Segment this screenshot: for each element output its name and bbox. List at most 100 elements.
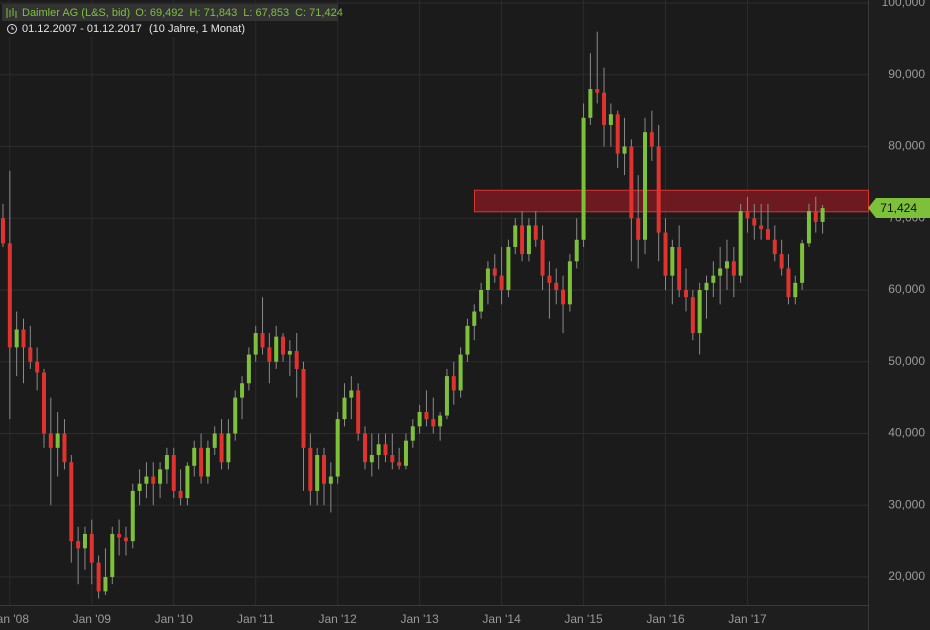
y-tick-label: 50,000	[888, 354, 925, 368]
candle-body	[813, 211, 818, 222]
candle-body	[233, 397, 238, 434]
resistance-zone	[474, 189, 869, 213]
x-axis-area	[0, 605, 868, 630]
candle-body	[171, 455, 176, 491]
candle-body	[41, 372, 46, 434]
candle-body	[649, 132, 654, 147]
candle-body	[608, 114, 613, 125]
candle-body	[117, 533, 122, 538]
candle-body	[219, 433, 224, 463]
candle-body	[82, 533, 87, 549]
candle-body	[554, 282, 559, 290]
candle-body	[103, 577, 108, 592]
candle-body	[772, 239, 777, 255]
candle-body	[362, 433, 367, 463]
clock-icon	[7, 24, 17, 34]
candle-body	[711, 275, 716, 283]
candle-body	[55, 433, 60, 448]
x-tick-label: Jan '10	[155, 612, 194, 626]
header-box	[2, 4, 338, 21]
high-label: H: 71,843	[190, 7, 238, 19]
candle-body	[226, 433, 231, 463]
y-tick-label: 40,000	[888, 426, 925, 440]
candle-body	[1, 218, 5, 244]
candle-body	[376, 444, 381, 456]
candle-body	[274, 336, 279, 362]
candle-body	[731, 261, 736, 276]
candle-body	[410, 426, 415, 441]
candle-body	[308, 447, 313, 491]
candle-body	[765, 229, 770, 240]
candle-body	[684, 290, 688, 298]
open-label: O: 69,492	[135, 7, 183, 19]
y-tick-label: 20,000	[888, 569, 925, 583]
candle-body	[123, 537, 128, 542]
candle-body	[110, 533, 115, 577]
candle-body	[779, 254, 784, 269]
candle-body	[69, 462, 74, 542]
price-tag-label: 71,424	[880, 201, 917, 215]
candle-body	[465, 325, 470, 355]
candle-body	[7, 243, 12, 348]
candle-body	[820, 208, 825, 222]
candle-body	[424, 411, 429, 420]
y-tick-label: 60,000	[888, 282, 925, 296]
candle-body	[35, 361, 40, 373]
candle-body	[403, 440, 408, 466]
candle-body	[130, 490, 135, 542]
price-tag	[868, 198, 930, 219]
candle-body	[670, 246, 675, 276]
candle-body	[246, 354, 251, 384]
candle-body	[287, 350, 292, 355]
candles	[1, 31, 869, 599]
candle-body	[472, 311, 477, 326]
x-tick-label: Jan '13	[400, 612, 439, 626]
candle-body	[281, 336, 286, 355]
candle-body	[335, 419, 340, 477]
candle-body	[533, 225, 538, 240]
candle-body	[397, 462, 402, 466]
candle-body	[315, 455, 320, 491]
candle-body	[417, 411, 422, 427]
candle-body	[349, 390, 354, 398]
x-tick-label: Jan '15	[564, 612, 603, 626]
candle-body	[499, 275, 504, 290]
candle-body	[240, 383, 245, 398]
candle-body	[144, 476, 149, 484]
candle-body	[574, 239, 579, 262]
candle-body	[369, 455, 374, 463]
candle-body	[506, 246, 511, 290]
candle-body	[342, 397, 347, 420]
candle-body	[151, 476, 156, 484]
candle-body	[14, 329, 19, 348]
candle-body	[595, 89, 600, 93]
candle-body	[178, 490, 183, 499]
chart-title: Daimler AG (L&S, bid)	[22, 7, 130, 19]
candle-body	[89, 533, 94, 563]
x-tick-label: Jan '09	[73, 612, 112, 626]
candle-body	[526, 225, 531, 255]
period-note: (10 Jahre, 1 Monat)	[149, 23, 245, 35]
candle-body	[656, 146, 661, 233]
candle-body	[444, 376, 449, 416]
chart-icon	[6, 8, 17, 18]
candle-body	[622, 146, 627, 154]
candle-body	[356, 390, 361, 434]
x-tick-label: Jan '14	[482, 612, 521, 626]
candle-body	[96, 562, 101, 592]
candle-body	[458, 354, 463, 391]
candle-body	[438, 415, 443, 427]
y-tick-label: 90,000	[888, 67, 925, 81]
candle-body	[185, 465, 190, 499]
y-tick-label: 30,000	[888, 497, 925, 511]
candle-body	[322, 455, 327, 484]
candle-body	[76, 541, 81, 549]
candle-body	[513, 225, 518, 247]
candle-body	[205, 447, 210, 477]
candle-body	[301, 368, 306, 448]
x-tick-label: Jan '11	[237, 612, 275, 626]
candle-body	[164, 455, 169, 470]
candle-body	[738, 211, 743, 276]
